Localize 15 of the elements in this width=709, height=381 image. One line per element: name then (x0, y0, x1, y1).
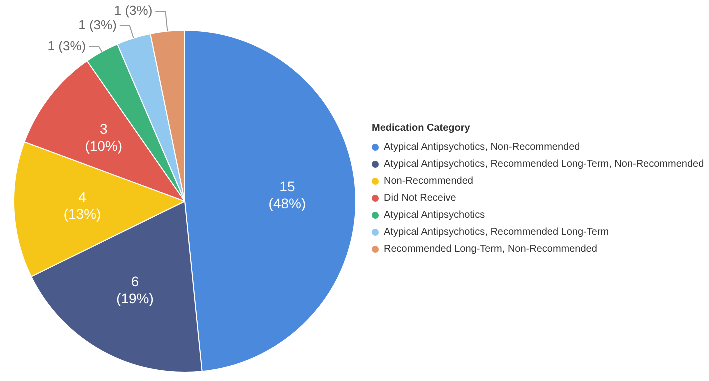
data-label: 4 (13%) (64, 189, 102, 222)
legend-label: Non-Recommended (384, 176, 474, 187)
data-label: 6 (19%) (116, 274, 154, 307)
legend-label: Atypical Antipsychotics (384, 210, 486, 221)
data-label: 1 (3%) (114, 3, 153, 18)
data-label: 1 (3%) (48, 38, 86, 54)
legend-label: Atypical Antipsychotics, Non-Recommended (384, 142, 580, 153)
data-label: 1 (3%) (78, 18, 117, 33)
data-label: 3 (10%) (85, 121, 123, 154)
legend-title: Medication Category (372, 123, 472, 134)
legend-label: Atypical Antipsychotics, Recommended Long-Term (384, 227, 610, 238)
legend-label: Recommended Long-Term, Non-Recommended (384, 244, 598, 255)
legend-label: Atypical Antipsychotics, Recommended Long-Term, Non-Recommended (384, 159, 704, 170)
data-label: 15 (48%) (268, 178, 306, 212)
legend-label: Did Not Receive (384, 193, 456, 204)
